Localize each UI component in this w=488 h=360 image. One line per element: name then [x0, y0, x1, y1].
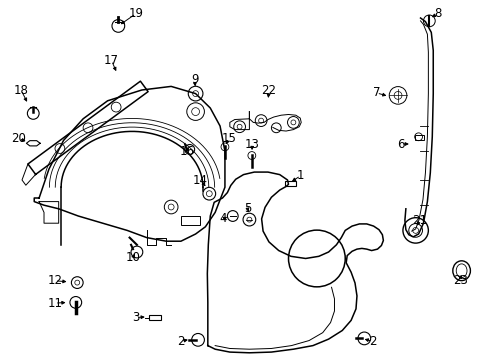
- Text: 18: 18: [14, 84, 28, 96]
- Text: 2: 2: [177, 335, 184, 348]
- Text: 2: 2: [368, 335, 376, 348]
- Text: 19: 19: [128, 7, 143, 20]
- Text: 4: 4: [219, 212, 226, 225]
- Text: 17: 17: [104, 54, 119, 67]
- Text: 14: 14: [193, 174, 207, 186]
- Bar: [149, 315, 161, 320]
- Text: 1: 1: [296, 169, 304, 182]
- Text: 22: 22: [261, 84, 276, 97]
- Bar: [181, 216, 200, 225]
- Text: 8: 8: [433, 7, 441, 20]
- Text: 21: 21: [411, 214, 426, 227]
- Bar: [285, 181, 295, 186]
- Text: 5: 5: [243, 202, 251, 215]
- Text: 6: 6: [396, 138, 404, 150]
- Text: 16: 16: [180, 145, 194, 158]
- Text: 15: 15: [221, 132, 236, 145]
- Text: 12: 12: [47, 274, 62, 287]
- Text: 3: 3: [132, 311, 140, 324]
- Text: 7: 7: [372, 86, 380, 99]
- Text: 13: 13: [244, 138, 259, 150]
- Text: 11: 11: [47, 297, 62, 310]
- Text: 10: 10: [125, 251, 140, 264]
- Text: 9: 9: [190, 73, 198, 86]
- Text: 20: 20: [11, 132, 26, 145]
- Bar: [414, 135, 424, 140]
- Text: 23: 23: [452, 274, 467, 287]
